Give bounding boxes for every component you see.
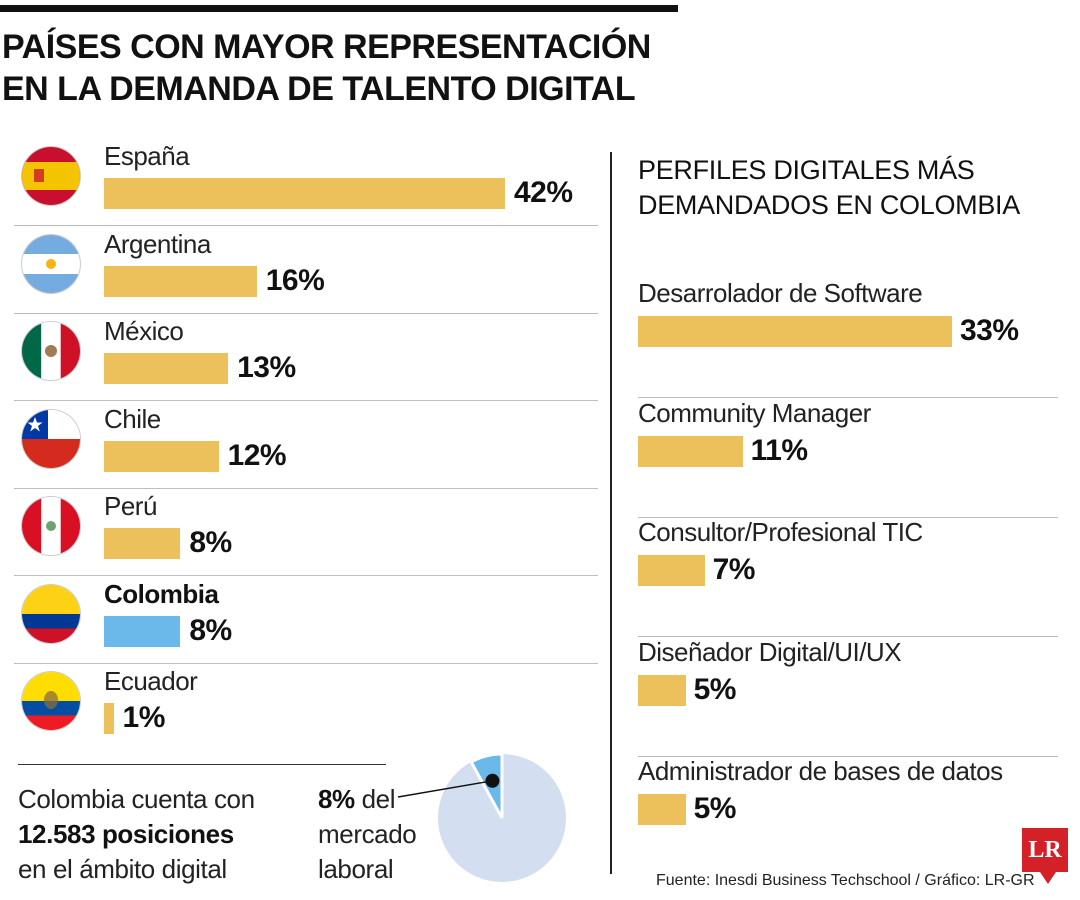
positions-count: 12.583 posiciones bbox=[18, 819, 234, 849]
profile-label: Consultor/Profesional TIC bbox=[638, 517, 923, 547]
colombia-flag-icon bbox=[22, 584, 80, 643]
country-value: 42% bbox=[514, 176, 573, 209]
source-credit: Fuente: Inesdi Business Techschool / Grá… bbox=[656, 872, 1035, 889]
profile-bar bbox=[638, 674, 686, 706]
profile-label: Desarrolador de Software bbox=[638, 278, 923, 308]
market-pie-chart bbox=[397, 752, 566, 882]
profile-row: Community Manager 11% bbox=[638, 398, 1058, 518]
country-row-chile: Chile 12% bbox=[0, 403, 598, 489]
column-divider bbox=[610, 152, 612, 874]
page-title: PAÍSES CON MAYOR REPRESENTACIÓN EN LA DE… bbox=[2, 26, 702, 110]
profile-row: Consultor/Profesional TIC 7% bbox=[638, 517, 1058, 637]
country-bar bbox=[104, 703, 114, 734]
country-value: 12% bbox=[227, 438, 287, 472]
country-value: 16% bbox=[265, 263, 325, 297]
profile-value: 33% bbox=[960, 314, 1019, 347]
country-row-peru: Perú 8% bbox=[0, 490, 598, 576]
country-row-colombia: Colombia 8% bbox=[0, 578, 598, 664]
market-share-note: 8% del mercado laboral bbox=[318, 782, 417, 887]
row-divider bbox=[14, 575, 598, 576]
pie-slice-colombia bbox=[469, 752, 504, 819]
country-row-espana: España 42% bbox=[0, 140, 598, 226]
title-line-2: EN LA DEMANDA DE TALENTO DIGITAL bbox=[2, 70, 636, 108]
country-value: 13% bbox=[237, 351, 296, 384]
country-label: Colombia bbox=[104, 578, 219, 609]
profile-bar bbox=[638, 794, 686, 825]
positions-note-line-3: en el ámbito digital bbox=[18, 854, 227, 884]
country-label: Chile bbox=[104, 403, 161, 434]
profiles-title-line-1: PERFILES DIGITALES MÁS bbox=[638, 155, 975, 185]
positions-note-line-1: Colombia cuenta con bbox=[18, 784, 255, 814]
country-row-ecuador: Ecuador 1% bbox=[0, 665, 598, 751]
row-divider bbox=[14, 225, 598, 226]
mexico-flag-icon bbox=[22, 322, 80, 380]
row-divider bbox=[14, 487, 598, 489]
country-value: 8% bbox=[189, 613, 232, 647]
country-bar bbox=[104, 265, 257, 297]
market-share-line-2: mercado bbox=[318, 819, 417, 849]
country-label: Perú bbox=[104, 491, 157, 521]
lr-logo-tail bbox=[1040, 872, 1056, 884]
profile-bar bbox=[638, 555, 705, 586]
country-bar bbox=[104, 353, 229, 384]
country-bar bbox=[104, 615, 181, 647]
country-bar bbox=[104, 528, 181, 559]
profile-value: 5% bbox=[693, 672, 737, 706]
lr-logo: LR bbox=[1022, 828, 1068, 872]
market-share-line-3: laboral bbox=[318, 854, 394, 884]
country-label: Argentina bbox=[104, 228, 211, 259]
argentina-flag-icon bbox=[22, 234, 80, 293]
row-divider bbox=[14, 662, 598, 664]
row-divider bbox=[638, 516, 1058, 518]
profile-label: Community Manager bbox=[638, 397, 871, 428]
chile-flag-icon bbox=[22, 409, 80, 468]
ecuador-flag-icon bbox=[22, 672, 80, 730]
profile-row: Desarrolador de Software 33% bbox=[638, 278, 1058, 398]
profile-row: Administrador de bases de datos 5% bbox=[638, 756, 1058, 876]
title-line-1: PAÍSES CON MAYOR REPRESENTACIÓN bbox=[2, 28, 651, 66]
positions-note: Colombia cuenta con 12.583 posiciones en… bbox=[18, 782, 255, 887]
country-row-mexico: México 13% bbox=[0, 315, 598, 401]
country-value: 1% bbox=[122, 701, 166, 734]
pie-leader-line bbox=[397, 780, 493, 798]
pie-leader-dot bbox=[485, 773, 500, 788]
row-divider bbox=[638, 636, 1058, 637]
row-divider bbox=[638, 755, 1058, 757]
profile-value: 5% bbox=[693, 792, 737, 825]
market-share-text: del bbox=[354, 784, 396, 814]
profile-value: 7% bbox=[712, 553, 756, 586]
spain-flag-icon bbox=[22, 147, 80, 205]
row-divider bbox=[638, 397, 1058, 398]
row-divider bbox=[14, 312, 598, 314]
profile-bar bbox=[638, 435, 743, 467]
market-share-value: 8% bbox=[318, 784, 355, 814]
country-row-argentina: Argentina 16% bbox=[0, 228, 598, 314]
country-label: Ecuador bbox=[104, 666, 198, 696]
country-label: España bbox=[104, 141, 190, 171]
peru-flag-icon bbox=[22, 497, 80, 555]
country-label: México bbox=[104, 316, 184, 346]
profile-value: 11% bbox=[750, 433, 808, 467]
row-divider bbox=[14, 400, 598, 401]
footnote-rule bbox=[18, 764, 386, 765]
profile-label: Administrador de bases de datos bbox=[638, 756, 1003, 786]
country-bar bbox=[104, 440, 219, 472]
profile-label: Diseñador Digital/UI/UX bbox=[638, 636, 902, 667]
profile-row: Diseñador Digital/UI/UX 5% bbox=[638, 637, 1058, 757]
profiles-title: PERFILES DIGITALES MÁS DEMANDADOS EN COL… bbox=[638, 153, 1020, 223]
profiles-title-line-2: DEMANDADOS EN COLOMBIA bbox=[638, 190, 1020, 220]
country-bar bbox=[104, 178, 505, 209]
country-value: 8% bbox=[189, 526, 232, 559]
profile-bar bbox=[638, 316, 952, 347]
top-rule bbox=[0, 5, 678, 12]
